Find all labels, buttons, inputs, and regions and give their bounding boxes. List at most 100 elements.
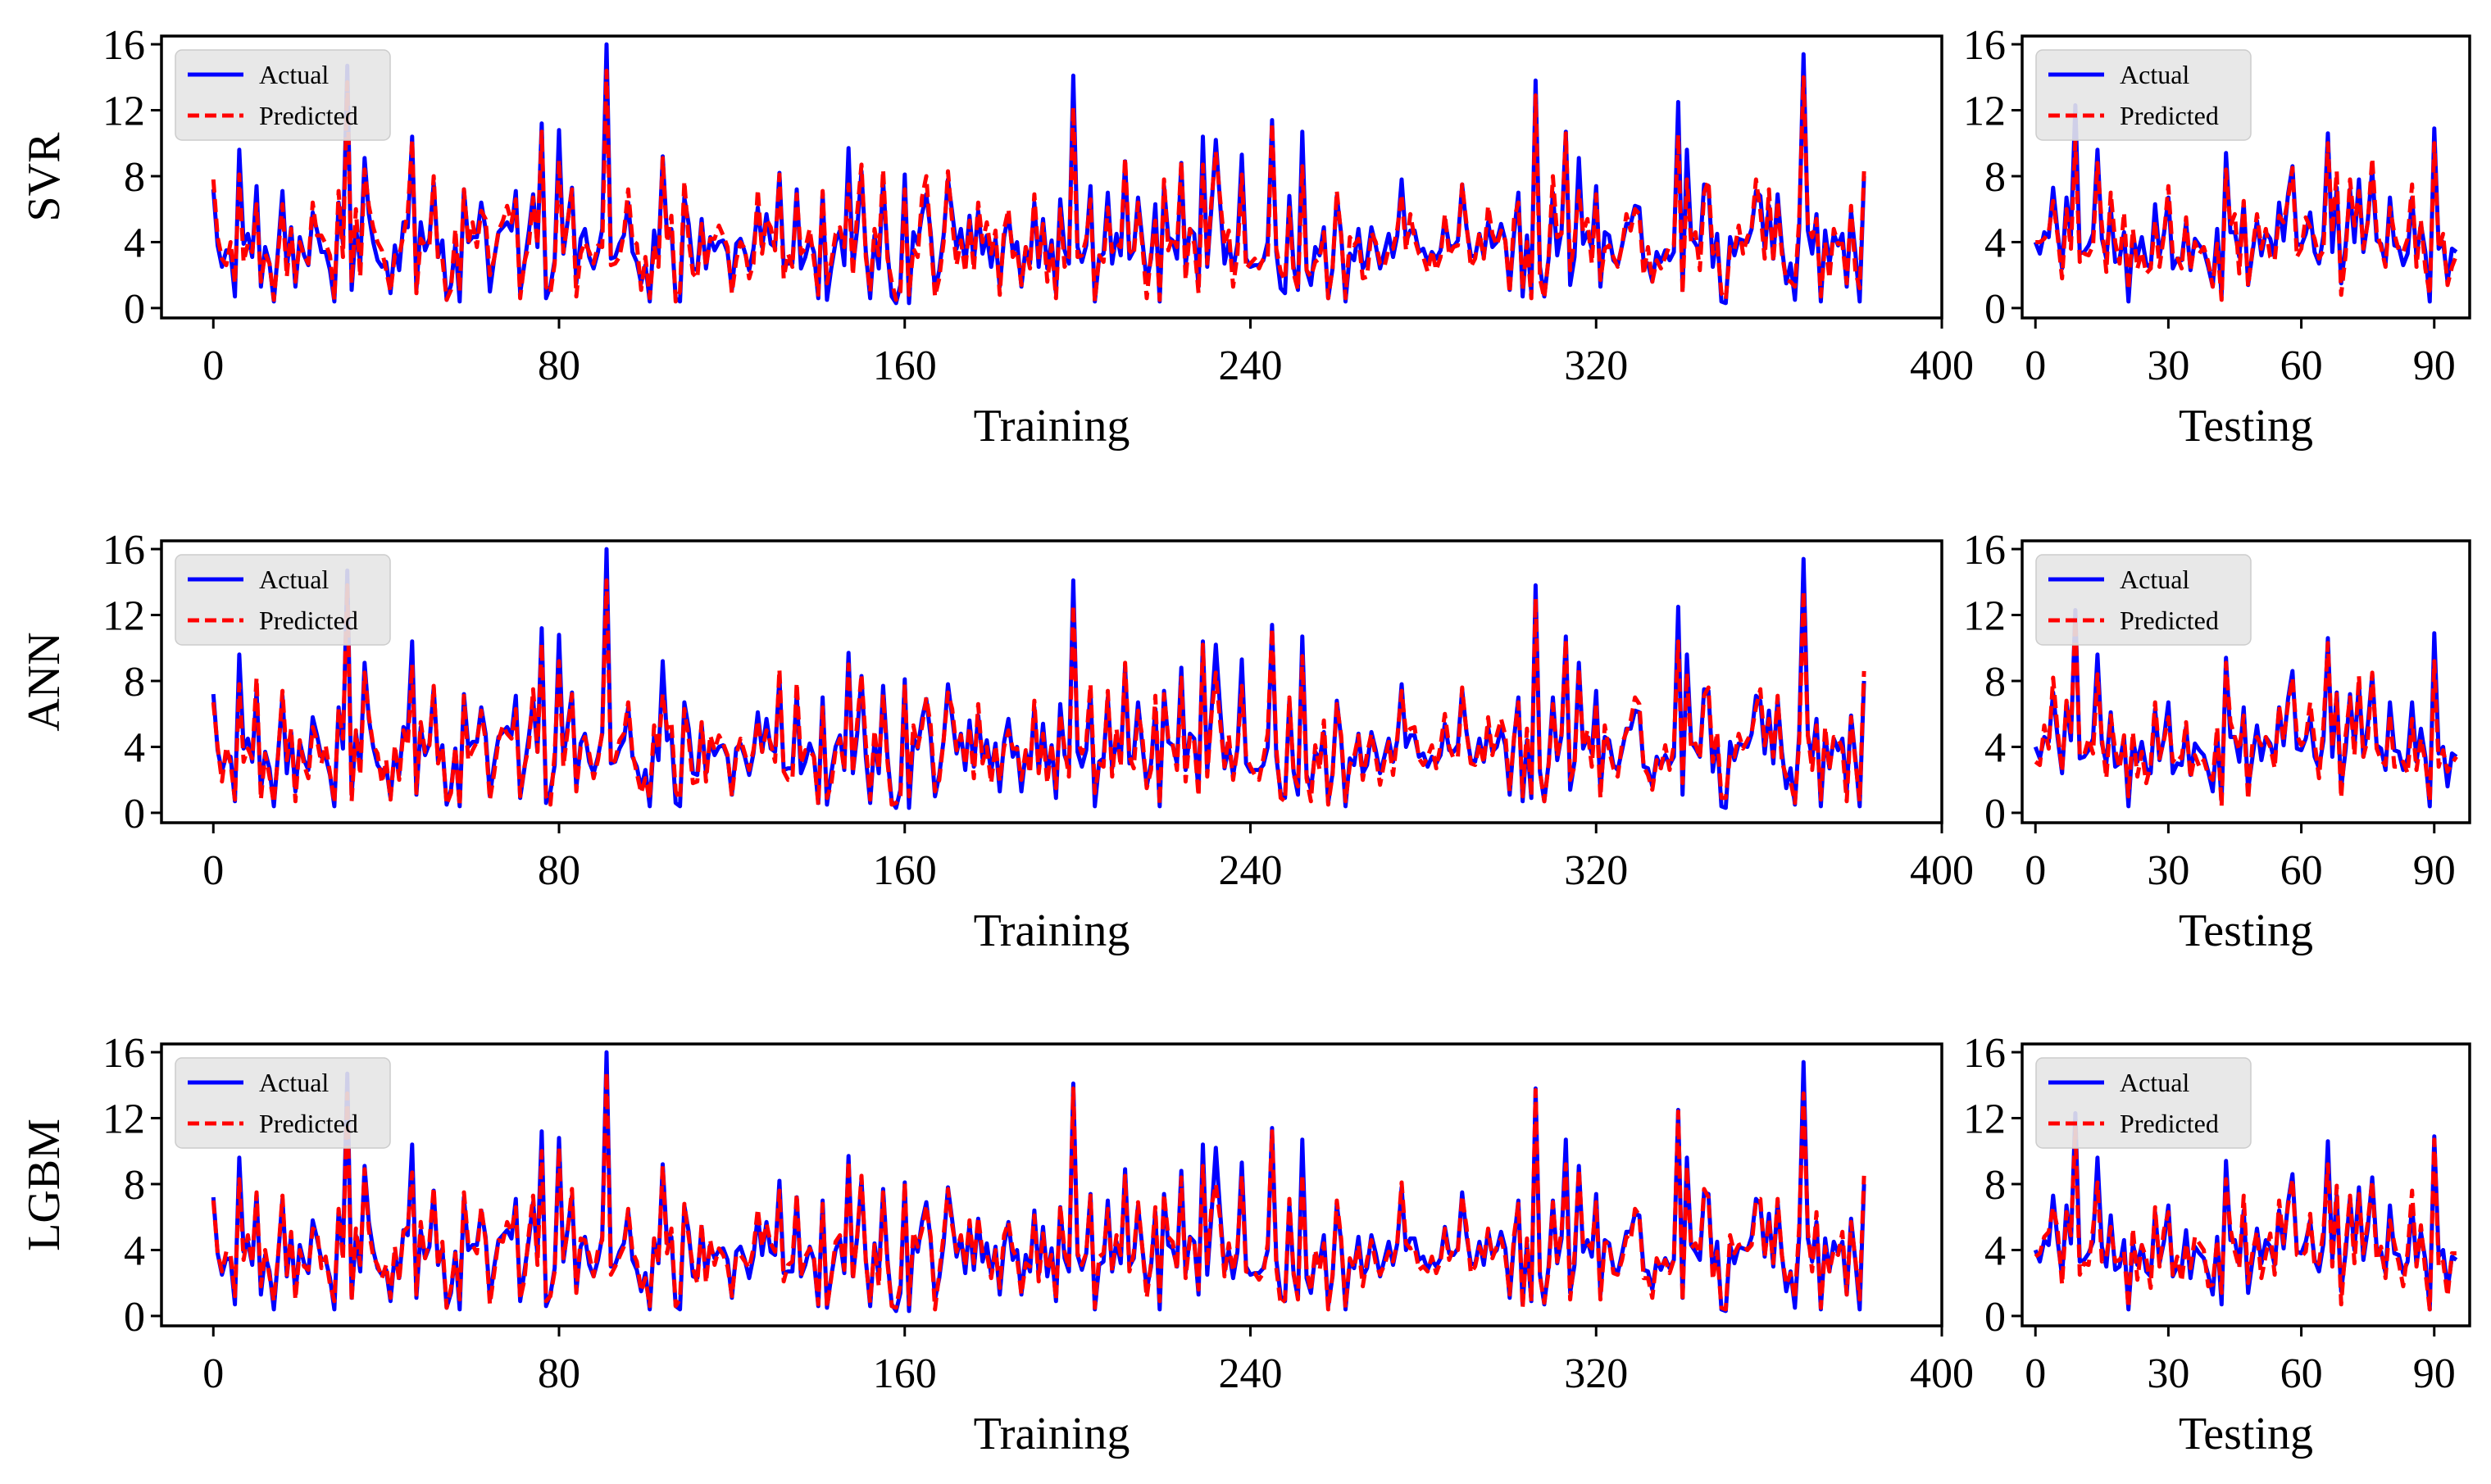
x-tick-label: 400 xyxy=(1910,343,1974,389)
x-tick-label: 160 xyxy=(873,847,937,894)
predicted-series-line xyxy=(211,578,1866,809)
y-tick-label: 0 xyxy=(124,791,145,837)
x-tick-label: 80 xyxy=(538,343,580,389)
x-axis-label: Training xyxy=(974,905,1130,956)
x-tick-label: 0 xyxy=(2025,847,2046,894)
y-tick-label: 12 xyxy=(102,88,145,135)
x-tick-label: 320 xyxy=(1564,847,1628,894)
x-axis-label: Testing xyxy=(2179,1409,2313,1459)
y-tick-label: 16 xyxy=(1963,1030,2006,1077)
legend-actual-label: Actual xyxy=(2120,1068,2189,1097)
predicted-series-line xyxy=(2034,1126,2457,1312)
legend-actual-label: Actual xyxy=(259,1068,329,1097)
svr-train-plot-area xyxy=(211,42,1866,306)
y-tick-label: 8 xyxy=(1984,659,2006,706)
x-tick-label: 80 xyxy=(538,847,580,894)
lgbm-test-plot-area xyxy=(2033,1111,2458,1312)
x-tick-label: 60 xyxy=(2280,847,2323,894)
y-tick-label: 4 xyxy=(124,220,145,266)
y-tick-label: 16 xyxy=(102,527,145,574)
y-tick-label: 4 xyxy=(124,1228,145,1274)
y-tick-label: 16 xyxy=(102,22,145,69)
x-tick-label: 80 xyxy=(538,1350,580,1397)
y-axis-label: LGBM xyxy=(19,1119,70,1251)
legend: Actual Predicted xyxy=(175,1057,391,1149)
legend: Actual Predicted xyxy=(2035,49,2252,141)
y-tick-label: 12 xyxy=(102,1096,145,1143)
legend-actual-label: Actual xyxy=(2120,60,2189,89)
legend: Actual Predicted xyxy=(2035,554,2252,646)
x-tick-label: 160 xyxy=(873,343,937,389)
svr-test-panel: 0 4 8 12 16 0 30 60 90 Testing Actual Predicted xyxy=(1963,22,2471,452)
y-tick-label: 4 xyxy=(1984,220,2006,266)
x-tick-label: 0 xyxy=(202,1350,224,1397)
y-axis-label: SVR xyxy=(19,132,70,222)
x-axis-label: Training xyxy=(974,401,1130,452)
y-tick-label: 0 xyxy=(1984,1294,2006,1341)
x-tick-label: 240 xyxy=(1219,847,1283,894)
y-tick-label: 0 xyxy=(124,286,145,333)
legend: Actual Predicted xyxy=(175,554,391,646)
x-tick-label: 240 xyxy=(1219,343,1283,389)
x-tick-label: 90 xyxy=(2413,1350,2456,1397)
legend-actual-label: Actual xyxy=(2120,565,2189,594)
y-tick-label: 4 xyxy=(1984,1228,2006,1274)
y-axis-label: ANN xyxy=(19,632,70,731)
y-tick-label: 0 xyxy=(1984,791,2006,837)
x-tick-label: 400 xyxy=(1910,847,1974,894)
x-axis-label: Testing xyxy=(2179,905,2313,956)
ann-test-plot-area xyxy=(2033,608,2458,809)
y-tick-label: 8 xyxy=(124,659,145,706)
legend: Actual Predicted xyxy=(2035,1057,2252,1149)
x-tick-label: 60 xyxy=(2280,343,2323,389)
x-tick-label: 320 xyxy=(1564,343,1628,389)
legend-actual-label: Actual xyxy=(259,60,329,89)
x-axis-label: Training xyxy=(974,1409,1130,1459)
x-tick-label: 30 xyxy=(2147,847,2189,894)
svr-test-plot-area xyxy=(2033,103,2459,304)
y-tick-label: 4 xyxy=(1984,724,2006,771)
predicted-series-line xyxy=(2034,618,2458,809)
predicted-series-line xyxy=(2035,139,2459,302)
x-tick-label: 160 xyxy=(873,1350,937,1397)
x-tick-label: 320 xyxy=(1564,1350,1628,1397)
y-tick-label: 8 xyxy=(124,154,145,201)
y-tick-label: 8 xyxy=(124,1162,145,1209)
predicted-series-line xyxy=(211,68,1866,304)
y-tick-label: 16 xyxy=(1963,22,2006,69)
x-axis-label: Testing xyxy=(2179,401,2313,452)
x-tick-label: 400 xyxy=(1910,1350,1974,1397)
legend-predicted-label: Predicted xyxy=(259,606,358,635)
ann-test-panel: 0 4 8 12 16 0 30 60 90 Testing Actual Predicted xyxy=(1963,527,2471,956)
legend-predicted-label: Predicted xyxy=(2120,606,2219,635)
x-tick-label: 240 xyxy=(1219,1350,1283,1397)
y-tick-label: 4 xyxy=(124,724,145,771)
y-tick-label: 0 xyxy=(124,1294,145,1341)
legend-predicted-label: Predicted xyxy=(259,101,358,130)
x-tick-label: 0 xyxy=(202,343,224,389)
x-tick-label: 90 xyxy=(2413,343,2456,389)
y-tick-label: 12 xyxy=(1963,88,2006,135)
x-tick-label: 0 xyxy=(202,847,224,894)
y-tick-label: 8 xyxy=(1984,154,2006,201)
y-tick-label: 16 xyxy=(1963,527,2006,574)
y-tick-label: 8 xyxy=(1984,1162,2006,1209)
y-tick-label: 12 xyxy=(1963,593,2006,640)
y-tick-label: 12 xyxy=(1963,1096,2006,1143)
legend-predicted-label: Predicted xyxy=(259,1109,358,1138)
x-tick-label: 30 xyxy=(2147,1350,2189,1397)
x-tick-label: 60 xyxy=(2280,1350,2323,1397)
legend: Actual Predicted xyxy=(175,49,391,141)
ann-train-plot-area xyxy=(211,547,1866,810)
y-tick-label: 0 xyxy=(1984,286,2006,333)
lgbm-train-plot-area xyxy=(211,1050,1866,1314)
y-tick-label: 16 xyxy=(102,1030,145,1077)
lgbm-test-panel: 0 4 8 12 16 0 30 60 90 Testing Actual Predicted xyxy=(1963,1030,2471,1459)
y-tick-label: 12 xyxy=(102,593,145,640)
x-tick-label: 90 xyxy=(2413,847,2456,894)
x-tick-label: 0 xyxy=(2025,1350,2046,1397)
